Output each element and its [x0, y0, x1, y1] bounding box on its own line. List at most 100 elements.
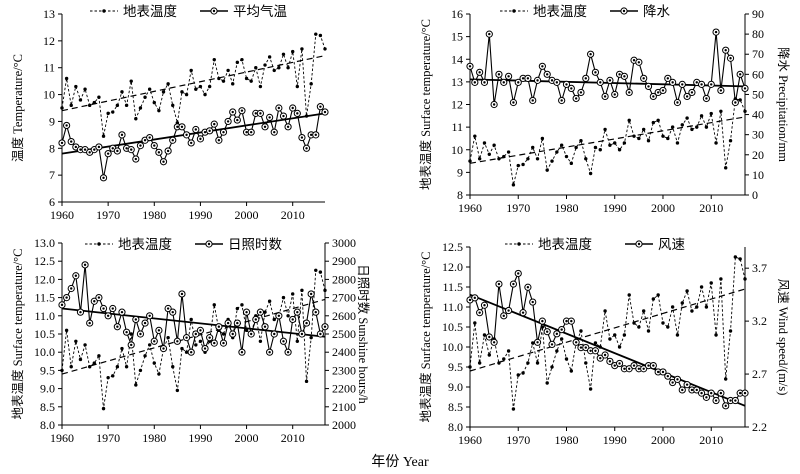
data-point — [263, 310, 267, 314]
data-point — [738, 73, 742, 76]
data-point — [180, 346, 184, 351]
data-point — [79, 148, 82, 151]
data-point — [676, 101, 679, 104]
y2-tick-label: 2500 — [332, 327, 356, 341]
data-point — [83, 263, 87, 267]
data-point — [623, 75, 626, 78]
data-point — [106, 314, 110, 317]
data-point — [189, 141, 193, 145]
x-tick-label: 1970 — [96, 208, 120, 222]
data-point — [304, 114, 309, 118]
data-point — [171, 365, 175, 369]
data-point — [147, 87, 152, 91]
data-point — [180, 125, 184, 128]
data-point — [704, 305, 709, 309]
data-point — [656, 370, 660, 374]
data-point — [579, 91, 583, 94]
y-tick-label: 9.0 — [40, 382, 55, 396]
data-point — [240, 109, 244, 112]
data-point — [603, 127, 607, 132]
data-point — [166, 149, 170, 153]
data-point — [203, 130, 207, 134]
data-point — [111, 374, 115, 378]
y2-axis-title: 降水 Precipitation/mm — [776, 47, 790, 162]
data-point — [617, 148, 622, 152]
y-tick-label: 8 — [457, 188, 463, 202]
data-point — [661, 370, 665, 374]
series-line — [61, 33, 326, 137]
data-point — [550, 79, 554, 82]
data-point — [637, 136, 641, 141]
chart-panel-precipitation: 1960 1970 1980 1990 2000 20108910111213141516… — [418, 4, 790, 215]
data-point — [291, 106, 294, 110]
data-point — [483, 81, 486, 84]
y2-tick-label: 2900 — [332, 254, 356, 268]
data-point — [244, 328, 249, 333]
data-point — [295, 84, 300, 89]
data-point — [281, 52, 286, 56]
data-point — [608, 143, 612, 147]
data-point — [559, 143, 564, 147]
data-point — [666, 325, 670, 329]
data-point — [613, 364, 616, 367]
data-point — [564, 357, 569, 361]
trend-line — [61, 112, 326, 155]
data-point — [637, 367, 641, 370]
data-point — [743, 87, 747, 90]
data-point — [106, 375, 110, 380]
data-point — [622, 141, 627, 145]
data-point — [272, 317, 276, 322]
data-point — [305, 147, 308, 150]
data-point — [564, 154, 569, 159]
data-point — [646, 139, 651, 143]
data-point — [661, 321, 665, 325]
data-point — [83, 148, 87, 151]
legend-label: 地表温度 — [123, 4, 177, 19]
data-point — [473, 81, 477, 84]
data-point — [115, 103, 120, 108]
y-tick-label: 8.5 — [40, 400, 55, 414]
data-point — [695, 388, 698, 392]
data-point — [714, 333, 718, 337]
data-point — [714, 30, 718, 34]
data-point — [125, 330, 128, 334]
data-point — [478, 71, 481, 74]
data-point — [526, 286, 530, 289]
data-point — [652, 95, 655, 98]
data-point — [555, 349, 559, 353]
data-point — [189, 317, 193, 322]
x-tick-label: 1980 — [142, 208, 166, 222]
x-tick-label: 1990 — [188, 431, 212, 445]
legend-label: 地表温度 — [538, 237, 592, 252]
data-point — [700, 83, 703, 86]
data-point — [300, 47, 304, 51]
x-tick-label: 1980 — [554, 201, 578, 215]
data-point — [148, 136, 151, 139]
data-point — [743, 277, 747, 281]
data-point — [74, 339, 78, 343]
y-tick-label: 10.0 — [442, 340, 463, 354]
data-point — [516, 373, 520, 377]
data-point — [589, 53, 592, 56]
y-tick-label: 15 — [451, 30, 463, 44]
data-point — [613, 141, 617, 145]
data-point — [555, 332, 559, 336]
data-point — [685, 116, 689, 120]
data-point — [468, 298, 472, 302]
data-point — [222, 341, 225, 345]
data-point — [254, 112, 257, 115]
data-point — [166, 307, 170, 310]
data-point — [574, 341, 578, 344]
y-tick-label: 11.0 — [442, 300, 463, 314]
data-point — [482, 333, 487, 337]
data-point — [579, 329, 583, 333]
data-point — [153, 340, 156, 343]
y-tick-label: 9 — [49, 114, 55, 128]
data-point — [157, 108, 161, 113]
data-point — [258, 84, 263, 89]
data-point — [176, 340, 179, 343]
data-point — [531, 341, 535, 345]
data-point — [212, 57, 216, 62]
data-point — [497, 73, 501, 76]
data-point — [194, 343, 198, 347]
